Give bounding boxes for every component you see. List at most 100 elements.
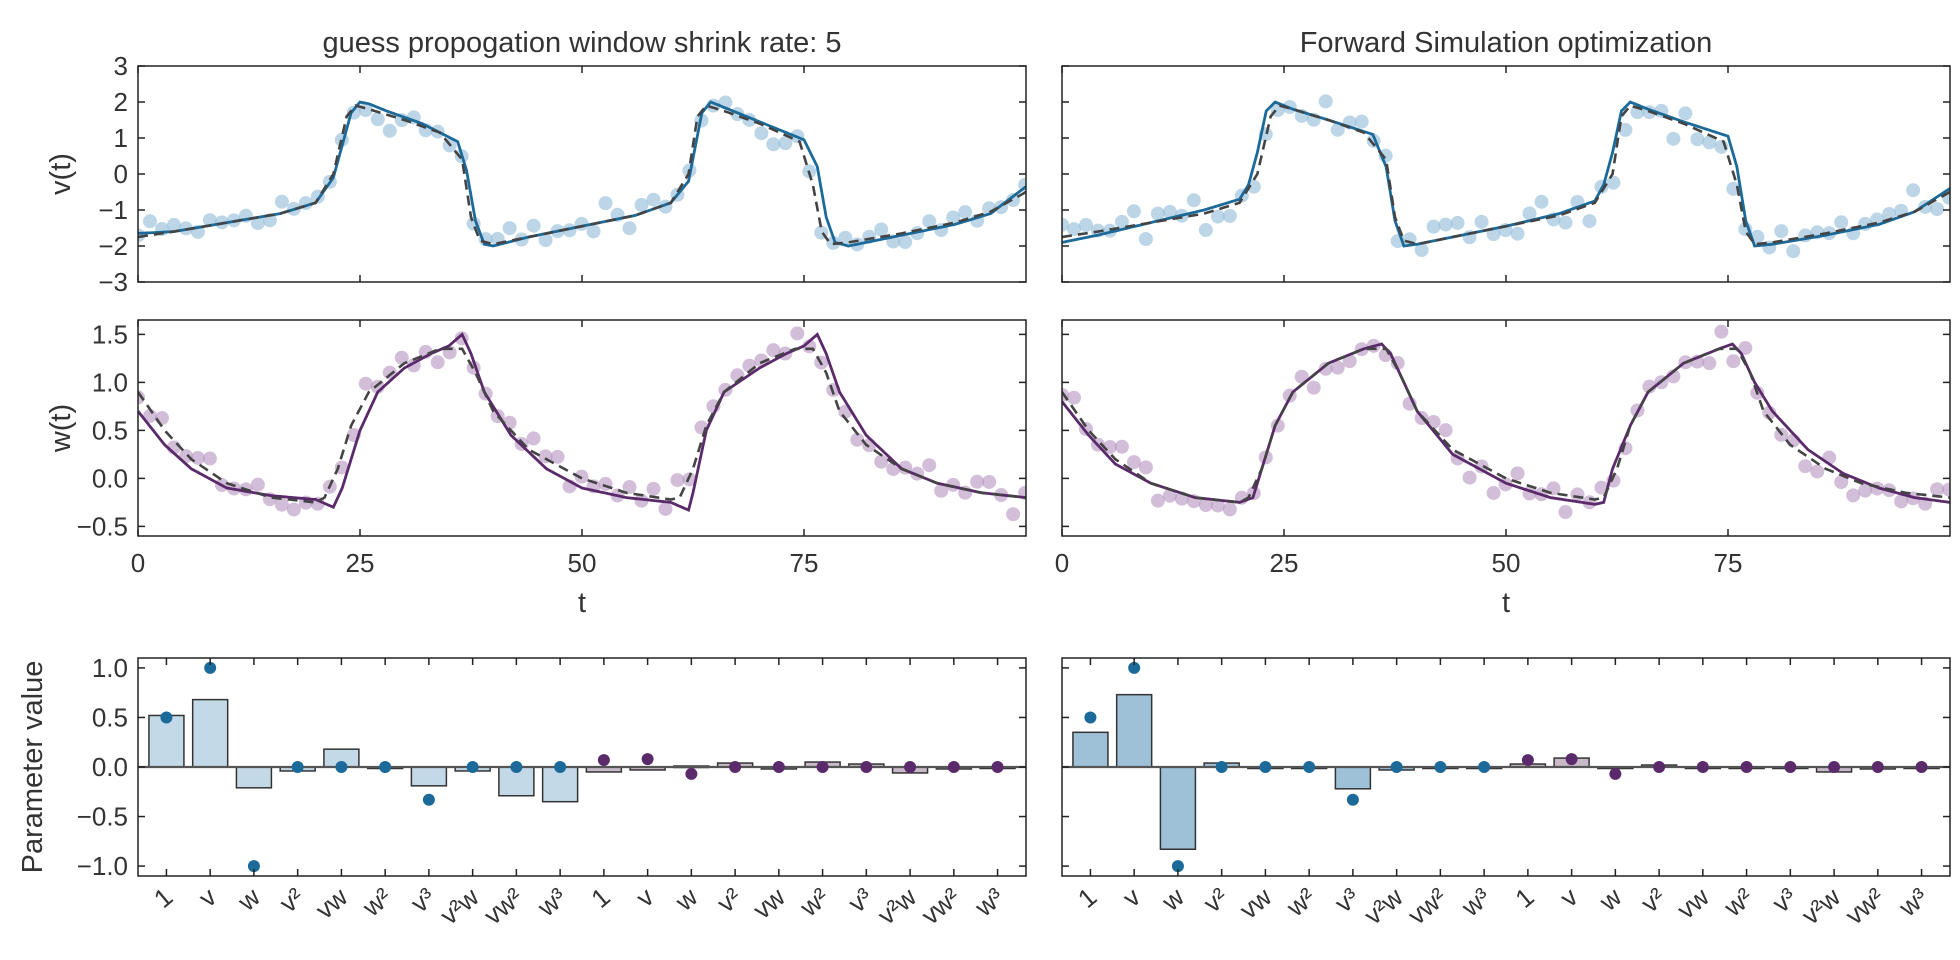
x-tick-label: 50 bbox=[568, 548, 597, 578]
data-point bbox=[526, 431, 541, 446]
data-point bbox=[850, 432, 865, 447]
category-label: vw bbox=[310, 881, 354, 925]
data-point bbox=[634, 493, 649, 508]
data-point bbox=[1834, 215, 1849, 230]
data-point bbox=[574, 469, 589, 484]
category-label: v bbox=[193, 882, 222, 913]
data-point bbox=[970, 474, 985, 489]
data-point bbox=[250, 216, 265, 231]
true-value-dot bbox=[1740, 761, 1753, 773]
data-point bbox=[142, 214, 157, 229]
category-label: v² bbox=[274, 881, 310, 918]
panel-v-0: 3 2 1 0 −1 −2 −3 guess propogation window shrin… bbox=[45, 27, 1027, 297]
y-axis-label: Parameter value bbox=[17, 661, 49, 874]
data-point bbox=[982, 474, 997, 489]
true-value-dot bbox=[1259, 761, 1272, 773]
true-value-dot bbox=[1696, 761, 1709, 773]
scatter-points bbox=[138, 326, 1026, 522]
data-point bbox=[622, 221, 637, 236]
chart-title: guess propogation window shrink rate: 5 bbox=[322, 27, 841, 59]
data-point bbox=[1690, 132, 1705, 147]
true-value-dot bbox=[1478, 761, 1491, 773]
x-tick-label: 50 bbox=[1492, 548, 1521, 578]
data-point bbox=[1606, 175, 1621, 190]
data-point bbox=[1318, 361, 1333, 376]
data-point bbox=[1906, 183, 1921, 198]
data-point bbox=[1786, 244, 1801, 259]
estimate-bar bbox=[1334, 766, 1372, 790]
data-point bbox=[550, 449, 565, 464]
x-tick-label: 25 bbox=[346, 548, 375, 578]
y-tick-label: −3 bbox=[98, 267, 128, 297]
true-value-dot bbox=[379, 761, 392, 773]
category-label: vw² bbox=[478, 881, 529, 930]
true-curve bbox=[138, 347, 1026, 504]
category-label: 1 bbox=[1072, 882, 1102, 914]
data-point bbox=[790, 326, 805, 341]
data-point bbox=[1006, 193, 1021, 208]
data-point bbox=[946, 210, 961, 225]
category-label: w² bbox=[356, 881, 397, 922]
data-point bbox=[502, 221, 517, 236]
data-point bbox=[370, 112, 385, 127]
fit-curve bbox=[1062, 342, 1950, 506]
data-point bbox=[1438, 423, 1453, 438]
data-point bbox=[1666, 131, 1681, 146]
data-point bbox=[1414, 243, 1429, 258]
category-label: w² bbox=[1717, 881, 1758, 922]
data-point bbox=[538, 233, 553, 248]
data-point bbox=[754, 126, 769, 141]
y-tick-label: 1.5 bbox=[92, 319, 128, 349]
estimate-bar bbox=[410, 766, 448, 787]
true-value-dot bbox=[1828, 761, 1841, 773]
y-tick-label: −1.0 bbox=[77, 851, 128, 881]
data-point bbox=[358, 376, 373, 391]
data-point bbox=[1186, 193, 1201, 208]
data-point bbox=[934, 483, 949, 498]
y-tick-label: 0.0 bbox=[92, 752, 128, 782]
category-label: v³ bbox=[1766, 881, 1802, 918]
y-tick-label: 1.0 bbox=[92, 367, 128, 397]
y-tick-label: 1.0 bbox=[92, 653, 128, 683]
data-point bbox=[922, 214, 937, 229]
data-point bbox=[922, 458, 937, 473]
x-tick-label: 25 bbox=[1270, 548, 1299, 578]
true-value-dot bbox=[422, 793, 435, 806]
y-tick-label: 0.5 bbox=[92, 702, 128, 732]
data-point bbox=[1222, 208, 1237, 223]
true-value-dot bbox=[291, 761, 304, 773]
chart-title: Forward Simulation optimization bbox=[1300, 27, 1713, 59]
data-point bbox=[1162, 204, 1177, 219]
panel-v-1: Forward Simulation optimization bbox=[1061, 27, 1951, 283]
data-point bbox=[646, 192, 661, 207]
data-point bbox=[1738, 340, 1753, 355]
x-axis-label: t bbox=[578, 587, 586, 619]
true-value-dot bbox=[1390, 761, 1403, 773]
true-value-dot bbox=[247, 860, 260, 873]
y-tick-label: −2 bbox=[98, 231, 128, 261]
data-point bbox=[1150, 206, 1165, 221]
data-point bbox=[766, 343, 781, 358]
data-point bbox=[1510, 466, 1525, 481]
data-point bbox=[1474, 459, 1489, 474]
category-label: vw bbox=[1671, 881, 1715, 925]
data-point bbox=[1114, 214, 1129, 229]
true-value-dot bbox=[1171, 860, 1184, 873]
data-point bbox=[1450, 215, 1465, 230]
true-value-dot bbox=[1565, 753, 1578, 766]
data-point bbox=[394, 350, 409, 365]
data-point bbox=[1882, 206, 1897, 221]
data-point bbox=[1330, 360, 1345, 375]
category-label: w² bbox=[1280, 881, 1321, 922]
category-label: v²w bbox=[1358, 881, 1408, 930]
category-label: w³ bbox=[968, 881, 1009, 922]
data-point bbox=[598, 196, 613, 211]
y-tick-label: −0.5 bbox=[77, 802, 128, 832]
true-value-dot bbox=[816, 761, 829, 773]
data-point bbox=[658, 501, 673, 516]
data-point bbox=[166, 217, 181, 232]
data-point bbox=[1510, 226, 1525, 241]
data-point bbox=[1942, 482, 1950, 497]
y-tick-label: 0.0 bbox=[92, 463, 128, 493]
